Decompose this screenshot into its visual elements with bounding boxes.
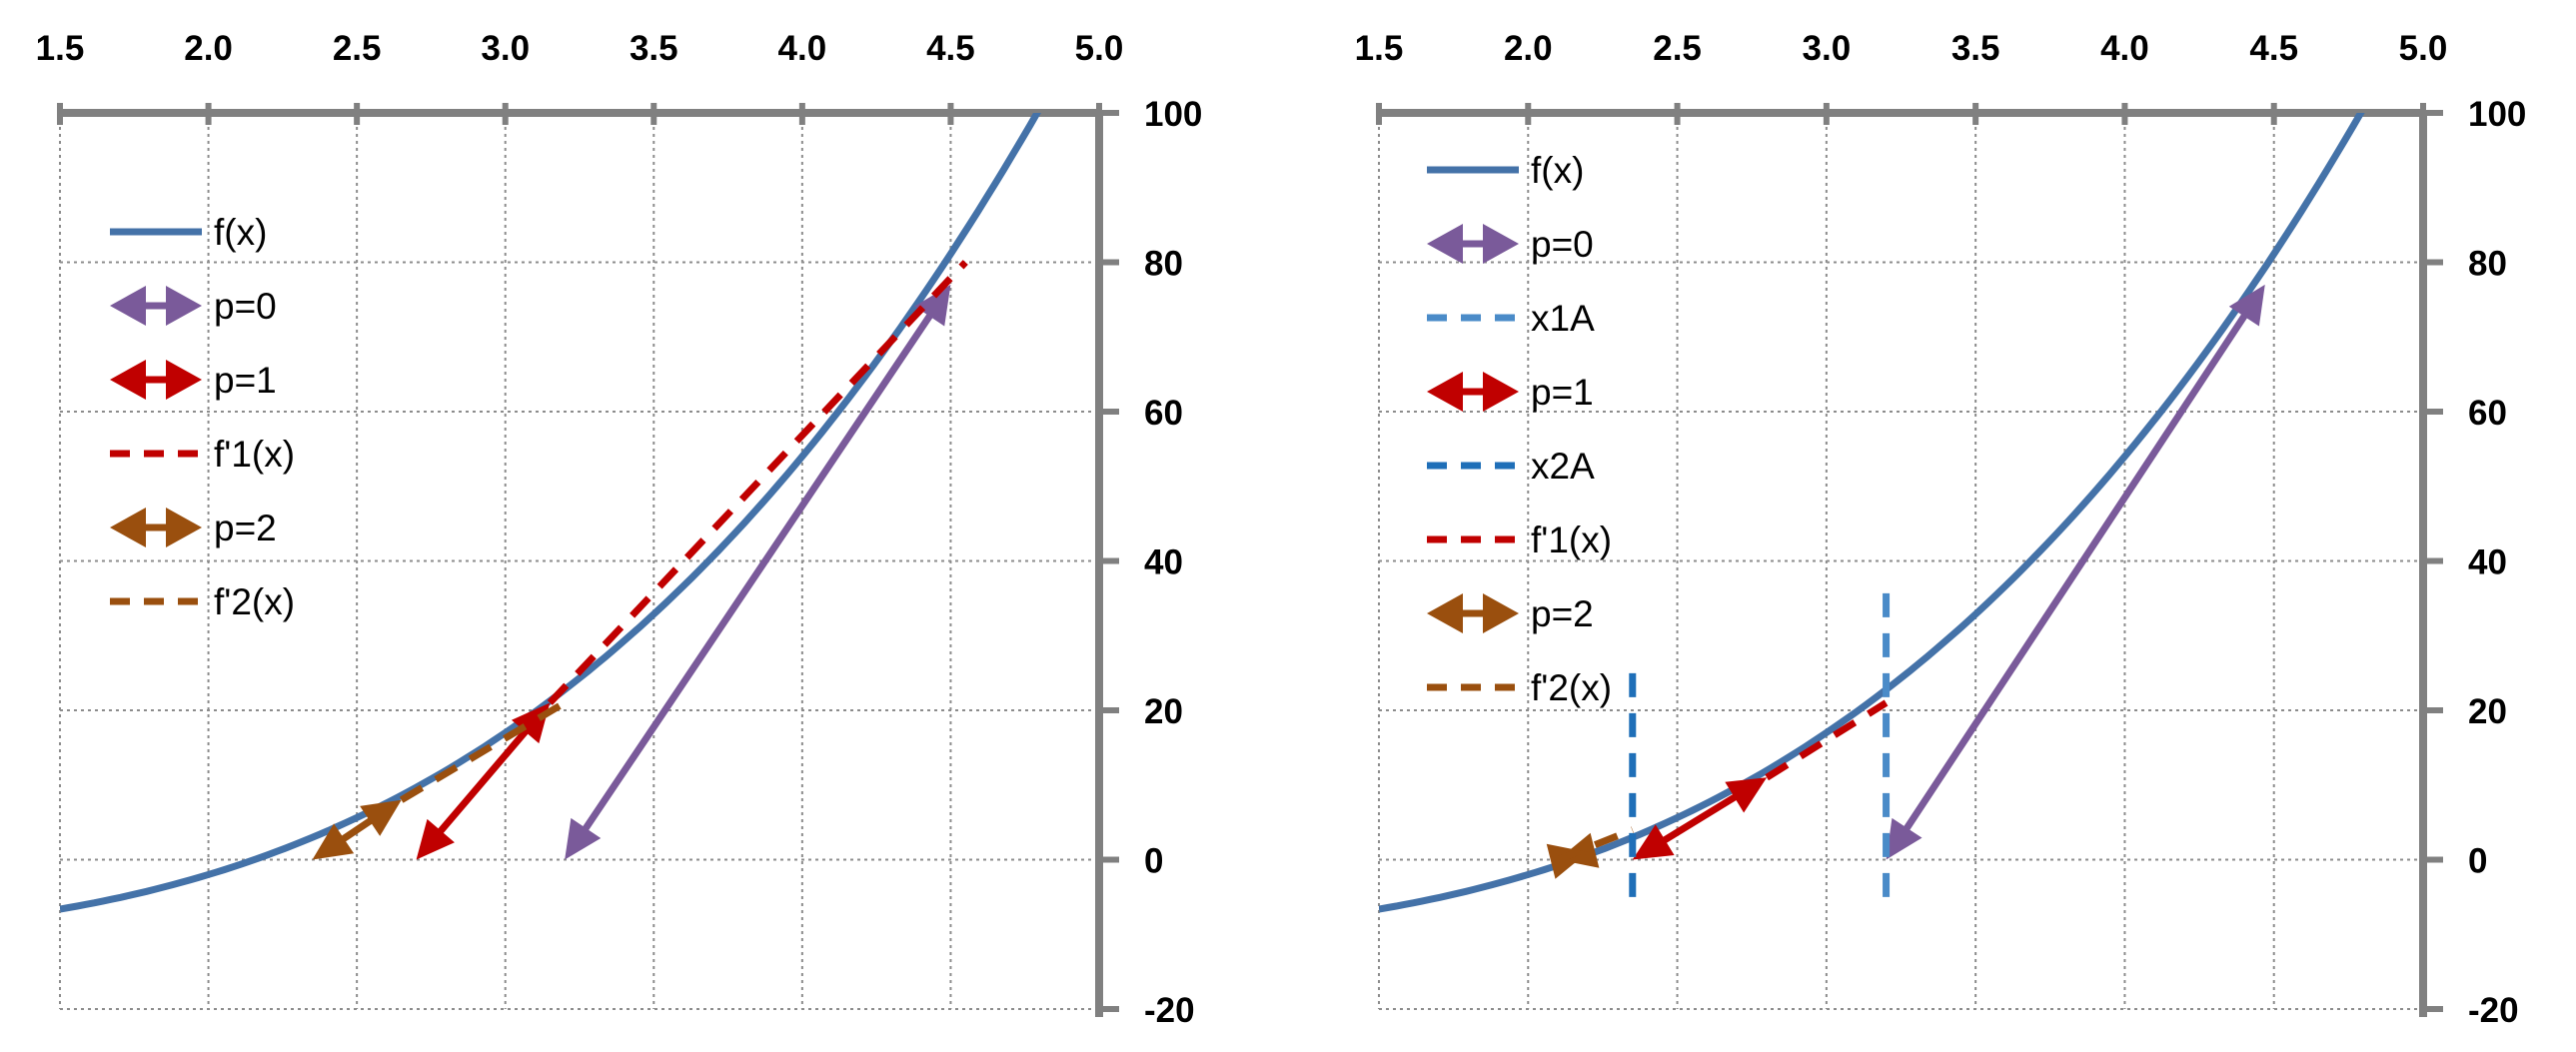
y-tick-label: 80	[1144, 245, 1183, 284]
series-p-0-shaft	[578, 307, 937, 837]
series-p-1-head-end	[1632, 824, 1675, 860]
x-tick-label: 4.5	[2249, 29, 2298, 68]
legend-f-x--label: f(x)	[214, 212, 267, 253]
y-tick-label: 100	[2468, 95, 2526, 134]
series-p-2-head-start	[360, 799, 402, 836]
x-tick-label: 4.0	[778, 29, 827, 68]
chart-right: 1.5 2.0 2.5 3.0 3.5 4.0 4.5 5.0 100 80 60 40 20 0 -20 f…	[1355, 29, 2527, 1030]
legend-x2a-label: x2A	[1531, 446, 1595, 487]
series-fprime2-x--line	[1556, 826, 1635, 863]
y-tick-label: -20	[2468, 991, 2519, 1030]
series-p-0-head-end	[565, 817, 602, 860]
series-p-0-head-end	[1886, 817, 1923, 860]
legend-p-1-swatch-left	[110, 360, 146, 400]
x-tick-label: 3.5	[630, 29, 678, 68]
series-p-0-head-start	[914, 284, 951, 327]
x-tick-label: 1.5	[36, 29, 85, 68]
legend-p-1-label: p=1	[1531, 372, 1594, 413]
series-p-1-head-start	[1725, 777, 1768, 813]
legend-p-1-swatch-left	[1427, 372, 1463, 412]
y-tick-label: 0	[1144, 842, 1163, 881]
y-tick-label: -20	[1144, 991, 1195, 1030]
y-tick-label: 40	[1144, 543, 1183, 582]
y-tick-label: 60	[1144, 394, 1183, 433]
legend-p-1-swatch-right	[166, 360, 202, 400]
legend-fprime1-x--label: f'1(x)	[214, 434, 295, 475]
legend-p-1-label: p=1	[214, 360, 277, 401]
x-tick-label: 3.0	[1803, 29, 1852, 68]
legend-f-x--label: f(x)	[1531, 150, 1584, 191]
x-tick-label: 5.0	[2399, 29, 2448, 68]
y-tick-label: 40	[2468, 543, 2507, 582]
legend-p-0-label: p=0	[1531, 224, 1594, 265]
x-tick-label: 3.0	[481, 29, 530, 68]
legend-p-0-swatch-right	[1483, 224, 1519, 264]
series-p-0-head-start	[2228, 284, 2265, 327]
legend-p-2-label: p=2	[214, 508, 277, 548]
legend-p-2-swatch-left	[110, 508, 146, 547]
x-tick-label: 4.5	[926, 29, 975, 68]
y-tick-label: 20	[1144, 692, 1183, 731]
legend-p-0-swatch-right	[166, 286, 202, 326]
series-p-1-head-end	[416, 818, 455, 860]
x-tick-label: 1.5	[1355, 29, 1404, 68]
legend-p-2-label: p=2	[1531, 593, 1594, 634]
x-tick-label: 2.0	[1504, 29, 1553, 68]
legend-p-0-label: p=0	[214, 286, 277, 327]
x-tick-label: 5.0	[1075, 29, 1124, 68]
y-tick-label: 20	[2468, 692, 2507, 731]
legend-fprime2-x--label: f'2(x)	[214, 581, 295, 622]
series-fprime2-x--line	[399, 699, 567, 803]
series-f-x--line	[60, 113, 1042, 913]
x-tick-label: 2.5	[1653, 29, 1702, 68]
series-p-1-shaft	[1656, 789, 1744, 847]
chart-left: 1.5 2.0 2.5 3.0 3.5 4.0 4.5 5.0 100 80 60 40 20 0 -20 f…	[36, 29, 1203, 1030]
legend-p-2-swatch-left	[1427, 593, 1463, 633]
legend-fprime1-x--label: f'1(x)	[1531, 520, 1612, 560]
y-tick-label: 80	[2468, 245, 2507, 284]
y-tick-label: 60	[2468, 394, 2507, 433]
series-p-1-head-start	[511, 702, 551, 744]
series-p-2-head-end	[312, 823, 355, 860]
y-tick-label: 0	[2468, 842, 2487, 881]
y-tick-label: 100	[1144, 95, 1202, 134]
x-tick-label: 3.5	[1951, 29, 2000, 68]
series-fprime1-x--line	[1765, 699, 1889, 781]
series-p-1-shaft	[433, 723, 534, 839]
legend-p-2-swatch-right	[166, 508, 202, 547]
legend-p-1-swatch-right	[1483, 372, 1519, 412]
legend-x1a-label: x1A	[1531, 298, 1595, 339]
x-tick-label: 2.5	[333, 29, 382, 68]
legend-p-0-swatch-left	[1427, 224, 1463, 264]
legend-p-0-swatch-left	[110, 286, 146, 326]
legend-fprime2-x--label: f'2(x)	[1531, 667, 1612, 708]
series-p-0-shaft	[1900, 308, 2252, 837]
legend-p-2-swatch-right	[1483, 593, 1519, 633]
x-tick-label: 4.0	[2100, 29, 2149, 68]
series-fprime1-x--line	[547, 260, 968, 705]
x-tick-label: 2.0	[184, 29, 233, 68]
